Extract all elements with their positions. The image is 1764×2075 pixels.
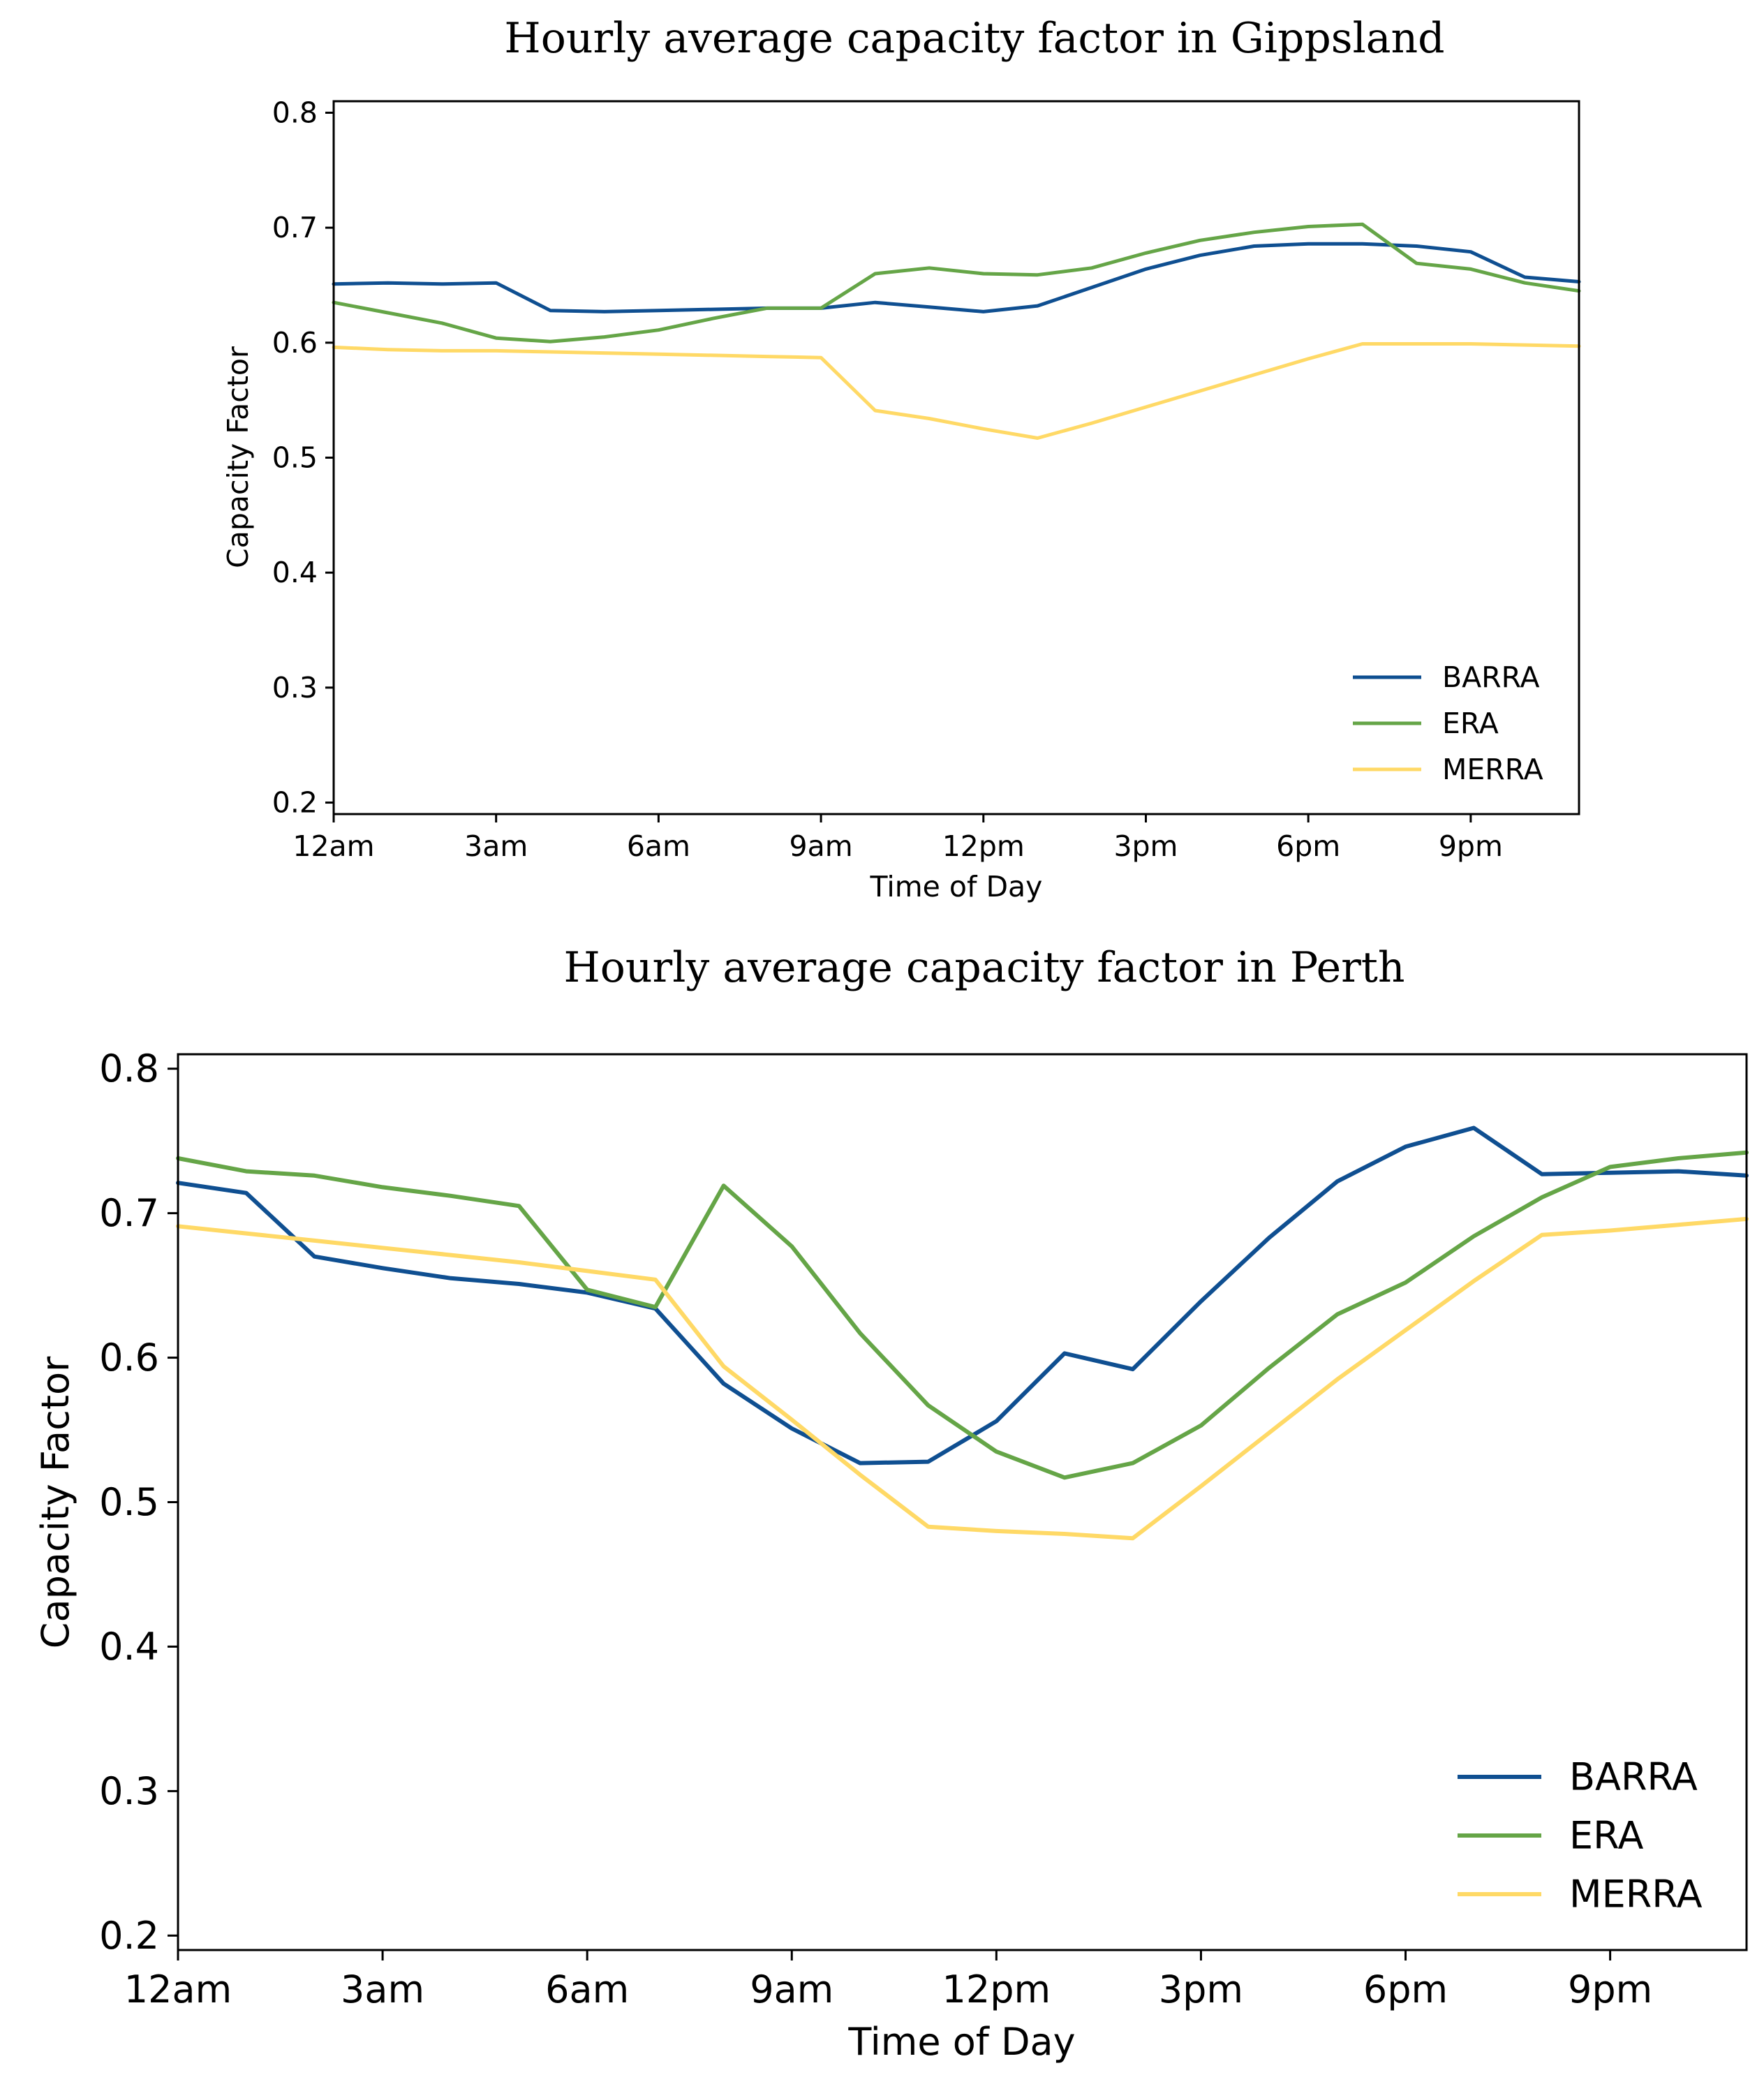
legend-label-barra: BARRA <box>1442 660 1540 694</box>
gippsland-chart: Hourly average capacity factor in Gippsl… <box>221 14 1581 903</box>
x-tick-label: 9am <box>750 1967 833 2011</box>
x-tick-label: 12pm <box>942 829 1025 863</box>
y-tick-label: 0.4 <box>99 1625 159 1669</box>
chart-title: Hourly average capacity factor in Gippsl… <box>504 14 1444 63</box>
x-tick-label: 3am <box>464 829 528 863</box>
y-tick-label: 0.2 <box>99 1914 159 1958</box>
x-tick-label: 6am <box>545 1967 629 2011</box>
series-line-merra <box>332 342 1581 440</box>
y-tick-label: 0.3 <box>272 671 318 704</box>
legend: BARRA ERA MERRA <box>1458 1755 1703 1917</box>
x-tick-label: 6pm <box>1363 1967 1448 2011</box>
x-tick-label: 6am <box>627 829 690 863</box>
y-tick-label: 0.8 <box>99 1047 159 1091</box>
y-axis-label: Capacity Factor <box>34 1356 77 1648</box>
plot-frame <box>177 1053 1748 1951</box>
legend: BARRA ERA MERRA <box>1353 660 1543 786</box>
y-tick-label: 0.2 <box>272 786 318 820</box>
y-tick-label: 0.7 <box>99 1191 159 1235</box>
y-tick-label: 0.6 <box>272 326 318 360</box>
legend-label-era: ERA <box>1442 707 1499 740</box>
x-tick-label: 9pm <box>1439 829 1503 863</box>
legend-label-barra: BARRA <box>1569 1755 1698 1799</box>
chart-title: Hourly average capacity factor in Perth <box>563 943 1404 992</box>
legend-label-merra: MERRA <box>1569 1873 1703 1917</box>
y-tick-label: 0.5 <box>99 1480 159 1524</box>
perth-chart: Hourly average capacity factor in Perth … <box>34 943 1749 2064</box>
plot-frame <box>332 100 1580 815</box>
series-line-merra <box>176 1216 1749 1541</box>
y-tick-label: 0.6 <box>99 1336 159 1380</box>
x-tick-label: 3pm <box>1159 1967 1243 2011</box>
x-tick-label: 9pm <box>1568 1967 1652 2011</box>
x-tick-label: 12am <box>124 1967 232 2011</box>
series-line-era <box>176 1150 1749 1480</box>
x-tick-label: 9am <box>790 829 853 863</box>
x-axis-label: Time of Day <box>847 2020 1075 2064</box>
series-line-era <box>332 222 1581 344</box>
series-line-barra <box>176 1125 1749 1465</box>
x-tick-label: 12pm <box>942 1967 1051 2011</box>
x-axis-label: Time of Day <box>870 870 1043 903</box>
x-tick-label: 6pm <box>1276 829 1340 863</box>
x-tick-label: 3pm <box>1113 829 1178 863</box>
legend-label-era: ERA <box>1569 1814 1643 1858</box>
x-tick-label: 12am <box>292 829 374 863</box>
y-axis-label: Capacity Factor <box>221 346 255 568</box>
y-tick-label: 0.4 <box>272 556 318 589</box>
y-tick-label: 0.3 <box>99 1769 159 1813</box>
series-line-barra <box>332 242 1581 313</box>
y-tick-label: 0.7 <box>272 211 318 244</box>
y-tick-label: 0.5 <box>272 441 318 475</box>
legend-label-merra: MERRA <box>1442 753 1543 786</box>
x-tick-label: 3am <box>341 1967 424 2011</box>
y-tick-label: 0.8 <box>272 96 318 129</box>
